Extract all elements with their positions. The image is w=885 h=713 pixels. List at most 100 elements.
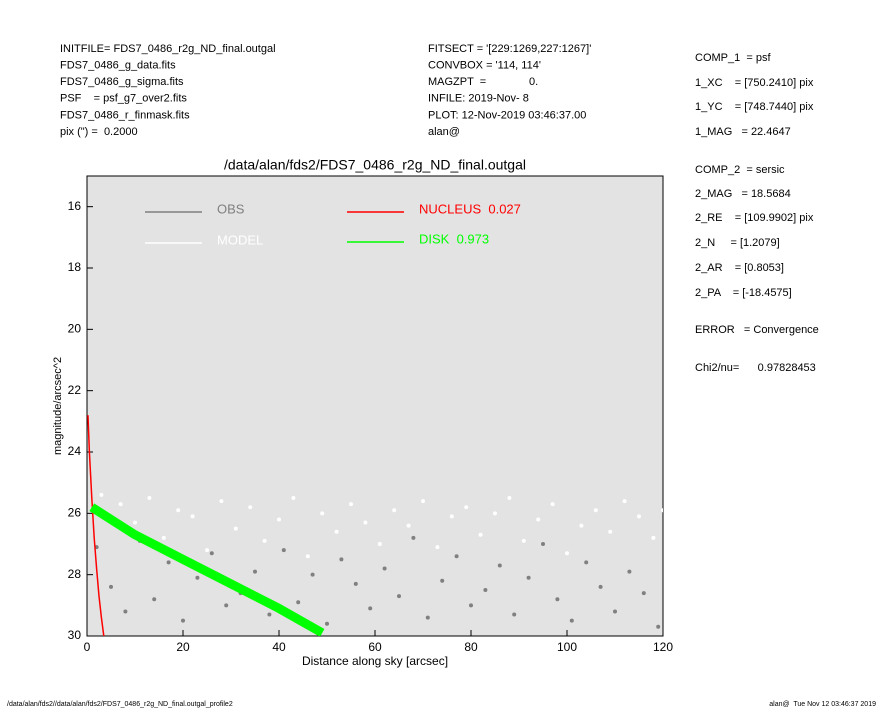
y-tick-label: 18 bbox=[68, 260, 82, 274]
data-point bbox=[353, 581, 358, 586]
data-point bbox=[291, 496, 296, 500]
data-point bbox=[411, 535, 416, 540]
data-point bbox=[507, 496, 512, 500]
data-point bbox=[99, 492, 104, 497]
data-point bbox=[382, 566, 387, 571]
data-point bbox=[181, 618, 185, 623]
data-point bbox=[397, 594, 401, 599]
data-point bbox=[440, 578, 445, 583]
fit-parameter: 1_YC = [748.7440] pix bbox=[695, 101, 814, 113]
data-point bbox=[661, 508, 663, 513]
data-point bbox=[205, 548, 209, 553]
x-axis-label: Distance along sky [arcsec] bbox=[302, 654, 448, 668]
fit-parameter: 2_PA = [-18.4575] bbox=[695, 287, 792, 299]
model-line bbox=[87, 415, 105, 636]
data-point bbox=[483, 588, 488, 592]
data-point bbox=[641, 591, 646, 596]
data-point bbox=[195, 575, 200, 580]
y-axis-label: magnitude/arcsec^2 bbox=[52, 357, 64, 455]
data-point bbox=[584, 560, 589, 565]
header-left-line: FDS7_0486_g_data.fits bbox=[60, 60, 176, 72]
x-tick-label: 100 bbox=[557, 640, 577, 654]
data-point bbox=[656, 624, 661, 629]
data-point bbox=[435, 545, 440, 550]
data-point bbox=[593, 508, 598, 513]
data-point bbox=[118, 502, 123, 507]
header-left-line: FDS7_0486_r_finmask.fits bbox=[60, 109, 190, 121]
data-point bbox=[109, 584, 113, 589]
footer-right: alan@ Tue Nov 12 03:46:37 2019 bbox=[769, 701, 876, 708]
header-left-line: FDS7_0486_g_sigma.fits bbox=[60, 76, 184, 88]
data-point bbox=[147, 496, 152, 500]
data-point bbox=[497, 563, 502, 568]
y-tick-label: 28 bbox=[68, 567, 82, 581]
header-left-line: INITFILE= FDS7_0486_r2g_ND_final.outgal bbox=[60, 43, 276, 55]
data-point bbox=[555, 597, 560, 602]
data-point bbox=[622, 499, 627, 504]
x-tick-label: 20 bbox=[176, 640, 190, 654]
data-point bbox=[325, 621, 329, 626]
model-band bbox=[89, 503, 325, 636]
data-point bbox=[262, 538, 267, 543]
header-mid-line: alan@ bbox=[428, 126, 460, 138]
header-mid-line: MAGZPT = 0. bbox=[428, 76, 538, 88]
fit-parameter: ERROR = Convergence bbox=[695, 324, 819, 336]
data-point bbox=[152, 597, 157, 602]
data-point bbox=[565, 551, 569, 556]
legend-label: OBS bbox=[217, 201, 245, 216]
y-tick-label: 16 bbox=[68, 199, 82, 213]
data-point bbox=[613, 609, 617, 614]
data-point bbox=[637, 514, 641, 519]
fit-parameter: 1_XC = [750.2410] pix bbox=[695, 77, 814, 89]
data-point bbox=[296, 600, 301, 605]
data-point bbox=[541, 542, 545, 546]
x-tick-label: 0 bbox=[84, 640, 91, 654]
data-point bbox=[219, 499, 224, 504]
data-point bbox=[425, 615, 430, 620]
fit-parameter: 2_N = [1.2079] bbox=[695, 237, 780, 249]
data-point bbox=[512, 612, 517, 617]
data-point bbox=[449, 514, 454, 519]
data-point bbox=[478, 532, 483, 537]
data-point bbox=[392, 508, 397, 513]
data-point bbox=[253, 569, 257, 574]
chart-title: /data/alan/fds2/FDS7_0486_r2g_ND_final.o… bbox=[224, 157, 526, 173]
fit-parameter: Chi2/nu= 0.97828453 bbox=[695, 362, 816, 374]
legend-label: DISK 0.973 bbox=[419, 231, 489, 246]
header-mid-line: CONVBOX = '114, 114' bbox=[428, 60, 541, 72]
header-mid-line: FITSECT = '[229:1269,227:1267]' bbox=[428, 43, 591, 55]
y-tick-label: 30 bbox=[68, 628, 82, 642]
data-point bbox=[608, 529, 613, 534]
fit-parameter: 1_MAG = 22.4647 bbox=[695, 126, 791, 138]
data-point bbox=[277, 517, 281, 522]
data-point bbox=[469, 603, 473, 608]
data-point bbox=[651, 535, 656, 540]
x-tick-label: 80 bbox=[464, 640, 478, 654]
fit-parameter: 2_RE = [109.9902] pix bbox=[695, 212, 814, 224]
data-point bbox=[368, 606, 373, 611]
legend-label: NUCLEUS 0.027 bbox=[419, 201, 521, 216]
data-point bbox=[123, 609, 128, 614]
data-point bbox=[454, 554, 459, 559]
fit-parameter: 2_AR = [0.8053] bbox=[695, 262, 784, 274]
data-point bbox=[248, 505, 253, 510]
data-point bbox=[521, 538, 526, 543]
data-point bbox=[569, 618, 574, 623]
data-point bbox=[363, 520, 368, 525]
plot-marks bbox=[87, 415, 663, 636]
data-point bbox=[305, 554, 310, 559]
header-left-line: PSF = psf_g7_over2.fits bbox=[60, 93, 187, 105]
data-point bbox=[161, 535, 166, 540]
data-point bbox=[339, 557, 344, 562]
data-point bbox=[349, 502, 353, 507]
data-point bbox=[133, 520, 137, 525]
data-point bbox=[267, 612, 272, 617]
y-tick-label: 20 bbox=[68, 322, 82, 336]
data-point bbox=[377, 542, 382, 546]
header-mid-line: PLOT: 12-Nov-2019 03:46:37.00 bbox=[428, 109, 586, 121]
footer-left: /data/alan/fds2//data/alan/fds2/FDS7_048… bbox=[7, 701, 233, 708]
data-point bbox=[166, 560, 171, 565]
data-point bbox=[579, 523, 584, 528]
